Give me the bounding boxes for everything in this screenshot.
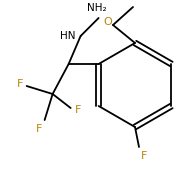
- Text: HN: HN: [60, 31, 75, 41]
- Text: O: O: [104, 17, 112, 27]
- Text: F: F: [141, 151, 147, 161]
- Text: NH₂: NH₂: [87, 3, 106, 13]
- Text: F: F: [74, 105, 81, 115]
- Text: F: F: [16, 79, 23, 89]
- Text: F: F: [36, 124, 42, 134]
